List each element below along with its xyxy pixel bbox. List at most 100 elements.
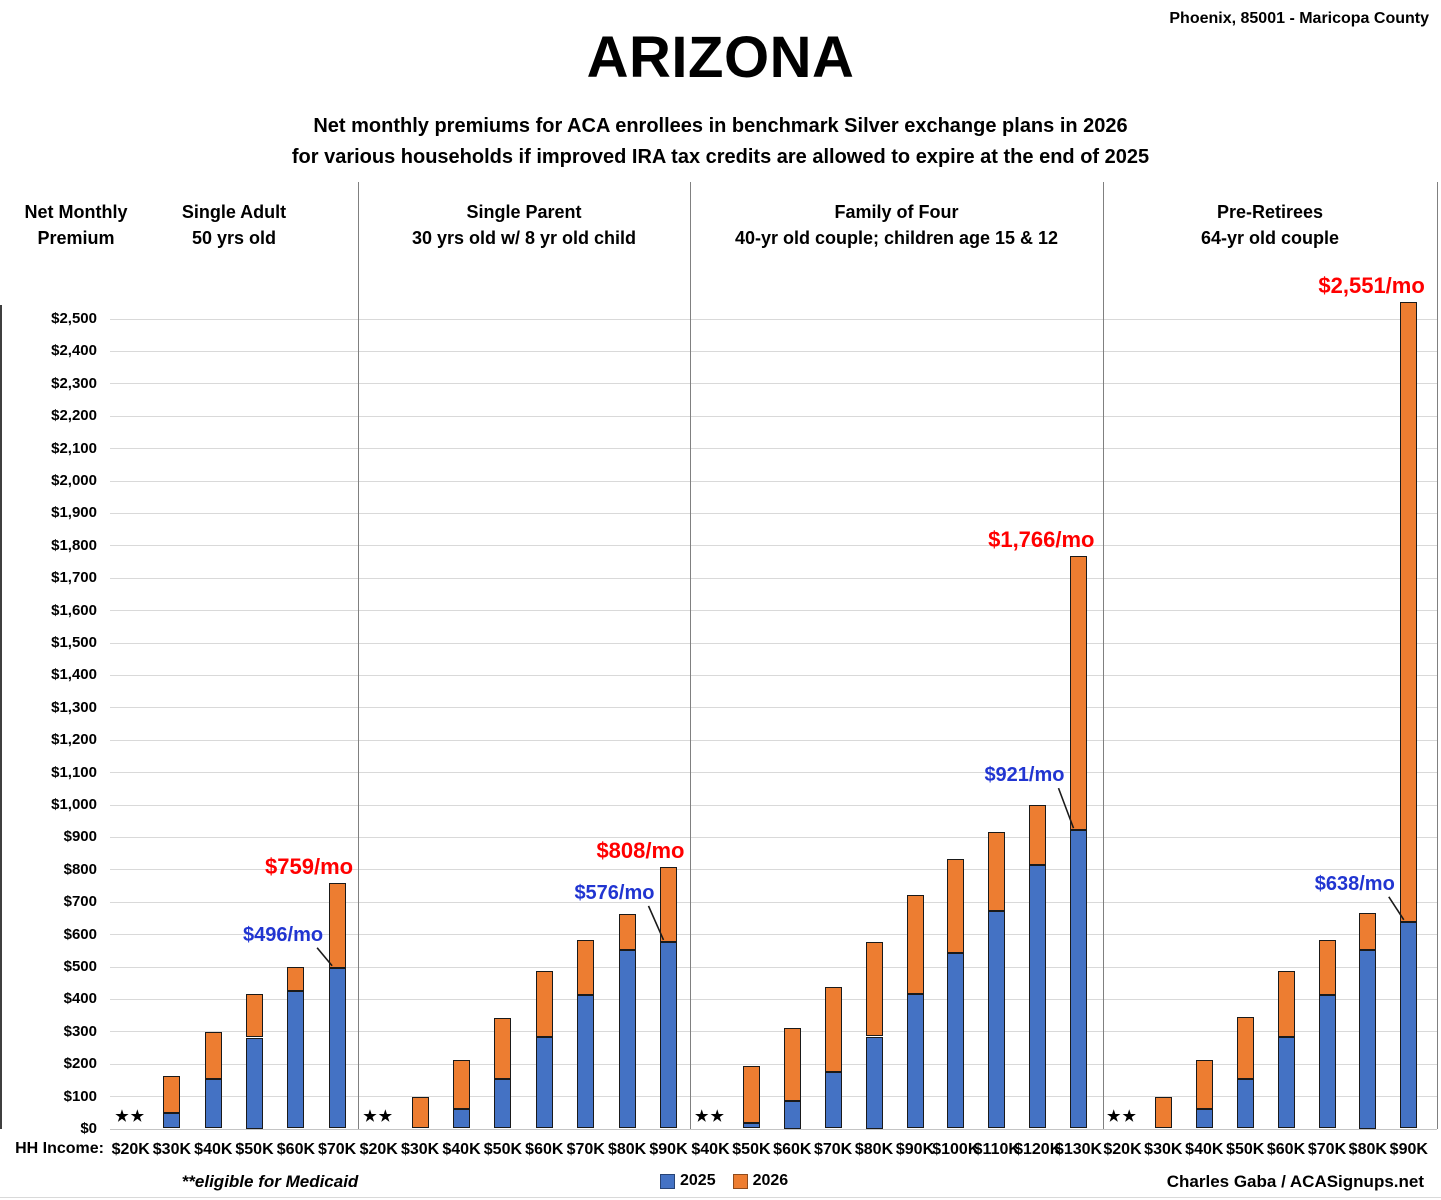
bar-2026-segment: [535, 970, 553, 1037]
gridline: [110, 869, 1437, 871]
y-tick-label: $300: [63, 1022, 97, 1040]
income-label: $90K: [1389, 1141, 1428, 1158]
gridline: [110, 836, 1437, 838]
bar-2025-segment: [287, 991, 305, 1129]
income-label: $50K: [235, 1141, 274, 1158]
bar-2025-segment: [1029, 865, 1047, 1129]
y-tick-label: $700: [63, 893, 97, 911]
group-subtitle: 50 yrs old: [191, 228, 277, 248]
bar-2025-segment: [535, 1036, 553, 1129]
bar-2025-segment: [1359, 950, 1377, 1129]
income-label: $30K: [152, 1141, 192, 1158]
bar-2025-segment: [947, 952, 965, 1129]
gridline: [110, 772, 1437, 774]
income-label: $90K: [895, 1141, 935, 1158]
bar-2025-segment: [494, 1078, 512, 1129]
y-tick-label: $1,500: [51, 634, 97, 651]
income-label: $80K: [854, 1141, 894, 1158]
y-tick-label: $1,900: [51, 504, 97, 522]
subtitle-line-1: Net monthly premiums for ACA enrollees i…: [313, 115, 1128, 137]
legend-swatch-2026: [732, 1173, 748, 1189]
y-axis-title-line-1: Net Monthly: [24, 202, 128, 222]
annotation-2026-premium: $759/mo: [265, 853, 354, 879]
group-title: Single Adult: [181, 202, 287, 222]
bar-2025-segment: [1318, 995, 1336, 1129]
income-label: $40K: [194, 1141, 233, 1158]
bar-2025-segment: [577, 995, 595, 1129]
bar-2025-segment: [1277, 1037, 1295, 1129]
income-label: $50K: [732, 1141, 771, 1158]
bar-2026-segment: [783, 1028, 801, 1101]
income-label: $30K: [1144, 1141, 1183, 1158]
bar-2026-segment: [1236, 1017, 1254, 1079]
bar-2025-segment: [742, 1123, 760, 1129]
bar-2026-segment: [824, 986, 842, 1073]
legend-label: 2026: [752, 1172, 789, 1189]
bar-2025-segment: [1236, 1078, 1254, 1129]
income-label: $80K: [607, 1141, 647, 1158]
annotation-2025-premium: $496/mo: [243, 923, 324, 946]
bar-2026-segment: [453, 1059, 470, 1109]
bar-2026-segment: [1277, 970, 1295, 1038]
gridline: [110, 901, 1437, 903]
annotation-2026-premium: $2,551/mo: [1318, 273, 1425, 298]
y-tick-label: $1,700: [51, 569, 97, 587]
bottom-border-line: [0, 1197, 1441, 1198]
bar-2025-segment: [988, 911, 1006, 1129]
group-divider: [690, 182, 691, 1129]
income-label: $70K: [1307, 1141, 1347, 1158]
y-tick-label: $800: [63, 860, 97, 878]
y-axis-title: Net Monthly Premium: [0, 199, 152, 251]
bar-2026-segment: [204, 1032, 222, 1080]
group-subtitle: 30 yrs old w/ 8 yr old child: [411, 228, 637, 248]
medicaid-footnote: **eligible for Medicaid: [181, 1172, 359, 1191]
y-tick-label: $1,200: [51, 731, 97, 749]
y-tick-label: $2,100: [51, 439, 97, 457]
y-tick-label: $600: [63, 925, 97, 943]
group-divider: [358, 182, 359, 1129]
gridline: [110, 512, 1437, 514]
group-subtitle: 64-yr old couple: [1200, 228, 1340, 248]
annotation-2026-premium: $1,766/mo: [988, 527, 1095, 553]
income-label: $20K: [111, 1141, 150, 1158]
annotation-2025-premium: $576/mo: [574, 881, 655, 904]
group-divider: [1437, 182, 1438, 1129]
bar-2026-segment: [618, 913, 636, 950]
legend-item-2025: 2025: [660, 1172, 716, 1190]
medicaid-marker: ★★: [695, 1108, 726, 1125]
bar-2026-segment: [411, 1097, 429, 1129]
medicaid-marker: ★★: [363, 1108, 395, 1125]
y-tick-label: $900: [63, 828, 97, 846]
y-tick-label: $500: [63, 958, 97, 975]
bar-2026-segment: [246, 993, 263, 1038]
bar-2025-segment: [163, 1112, 181, 1129]
group-header-pre-retirees: Pre-Retirees 64-yr old couple: [1103, 199, 1437, 251]
y-tick-label: $200: [63, 1055, 97, 1073]
bar-2026-segment: [1070, 556, 1087, 831]
y-tick-label: $0: [80, 1120, 97, 1137]
bar-2026-segment: [1029, 804, 1047, 866]
y-tick-label: $1,100: [51, 763, 97, 781]
group-header-single-adult: Single Adult 50 yrs old: [110, 199, 358, 251]
group-subtitle: 40-yr old couple; children age 15 & 12: [734, 228, 1059, 248]
bar-2026-segment: [1359, 913, 1377, 950]
income-label: $20K: [359, 1141, 398, 1158]
group-header-single-parent: Single Parent 30 yrs old w/ 8 yr old chi…: [358, 199, 690, 251]
medicaid-marker: ★★: [115, 1108, 147, 1125]
gridline: [110, 318, 1437, 320]
income-label: $30K: [400, 1141, 440, 1158]
bar-2026-segment: [865, 942, 883, 1037]
bar-2026-segment: [906, 895, 924, 995]
annotation-2025-premium: $921/mo: [984, 764, 1065, 787]
bar-2026-segment: [577, 940, 595, 996]
bar-2025-segment: [865, 1036, 883, 1129]
income-label: $50K: [1226, 1141, 1265, 1158]
income-label: $120K: [1014, 1141, 1062, 1158]
income-label: $80K: [1348, 1141, 1387, 1158]
gridline: [110, 998, 1437, 1000]
gridline: [110, 707, 1437, 709]
income-label: $40K: [1185, 1141, 1224, 1158]
group-title: Pre-Retirees: [1216, 202, 1324, 222]
bar-2025-segment: [824, 1072, 842, 1129]
